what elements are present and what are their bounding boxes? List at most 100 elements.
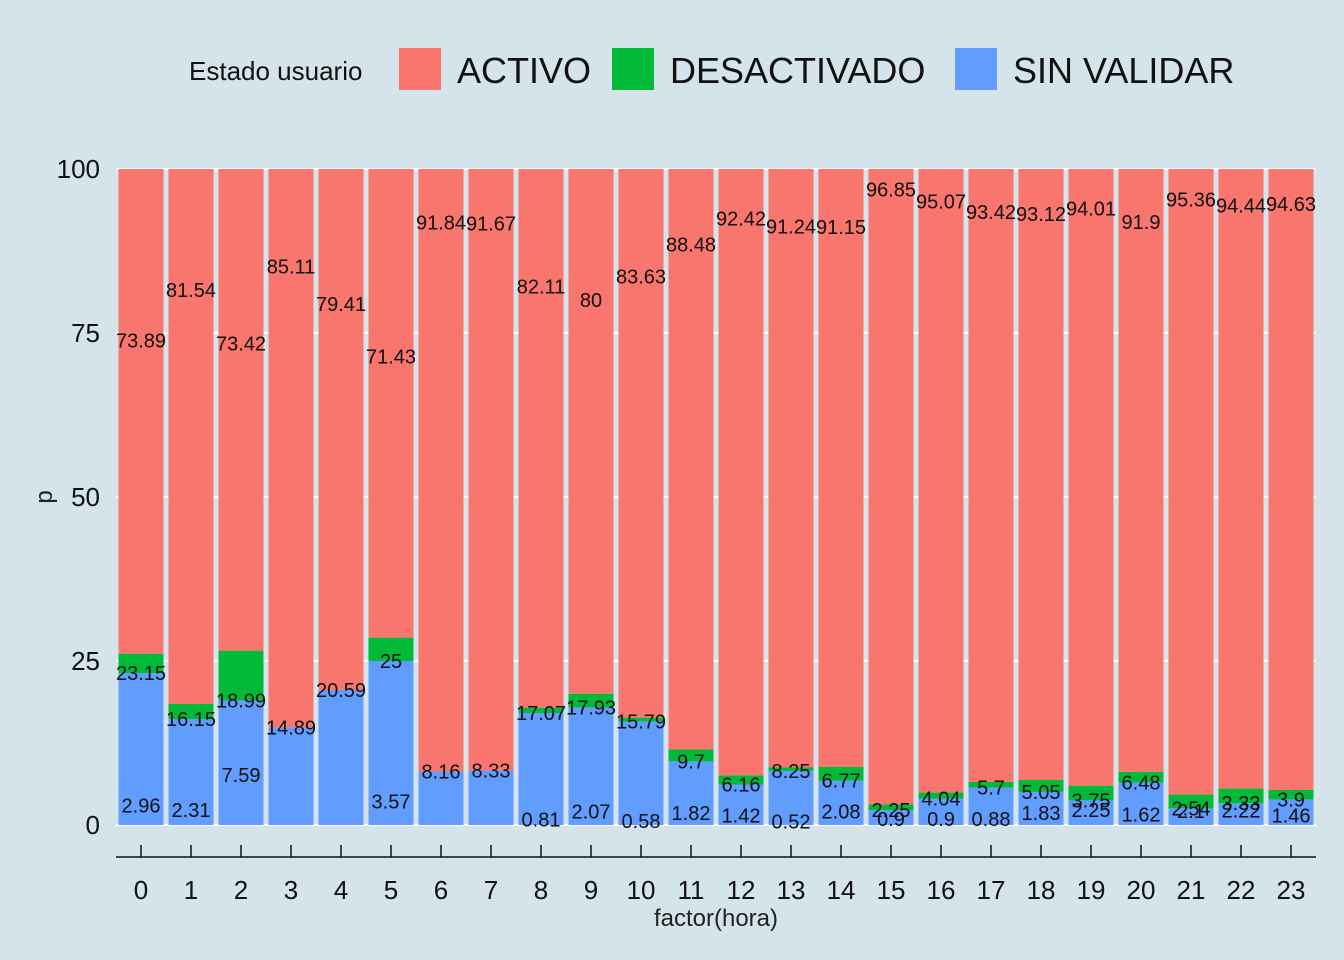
x-axis-label: factor(hora) xyxy=(654,905,778,932)
bar-segment-activo-15 xyxy=(869,169,914,804)
data-label-desactivado-23: 1.46 xyxy=(1272,805,1311,827)
bar-segment-activo-14 xyxy=(819,169,864,767)
y-tick-label: 100 xyxy=(57,154,100,184)
legend-label-activo: ACTIVO xyxy=(457,50,591,91)
x-tick-label: 21 xyxy=(1177,875,1206,905)
x-tick-label: 20 xyxy=(1127,875,1156,905)
bar-segment-activo-6 xyxy=(419,169,464,771)
y-tick-label: 75 xyxy=(71,318,100,348)
data-label-sin-validar-13: 8.25 xyxy=(772,761,811,783)
bar-segment-activo-23 xyxy=(1269,169,1314,790)
x-tick-label: 6 xyxy=(434,875,448,905)
data-label-activo-21: 95.36 xyxy=(1166,189,1216,211)
x-tick-label: 23 xyxy=(1277,875,1306,905)
data-label-activo-9: 80 xyxy=(580,290,602,312)
data-label-sin-validar-5: 25 xyxy=(380,651,402,673)
data-label-activo-23: 94.63 xyxy=(1266,194,1316,216)
bar-segment-sin-validar-10 xyxy=(619,721,664,825)
data-label-activo-10: 83.63 xyxy=(616,266,666,288)
data-label-sin-validar-18: 5.05 xyxy=(1022,782,1061,804)
data-label-desactivado-22: 2.22 xyxy=(1222,800,1261,822)
x-tick-label: 7 xyxy=(484,875,498,905)
data-label-activo-0: 73.89 xyxy=(116,330,166,352)
data-label-desactivado-5: 3.57 xyxy=(372,792,411,814)
data-label-desactivado-19: 2.25 xyxy=(1072,800,1111,822)
data-label-desactivado-15: 0.9 xyxy=(877,809,905,831)
data-label-activo-17: 93.42 xyxy=(966,202,1016,224)
data-label-sin-validar-7: 8.33 xyxy=(472,760,511,782)
legend-label-sin-validar: SIN VALIDAR xyxy=(1013,50,1234,91)
bar-segment-activo-20 xyxy=(1119,169,1164,772)
y-tick-label: 50 xyxy=(71,482,100,512)
y-axis-label: p xyxy=(31,490,58,503)
data-label-sin-validar-4: 20.59 xyxy=(316,680,366,702)
bar-segment-activo-10 xyxy=(619,169,664,718)
data-label-desactivado-17: 0.88 xyxy=(972,809,1011,831)
data-label-desactivado-16: 0.9 xyxy=(927,809,955,831)
bar-segment-sin-validar-2 xyxy=(219,700,264,825)
x-tick-label: 17 xyxy=(977,875,1006,905)
data-label-desactivado-20: 1.62 xyxy=(1122,804,1161,826)
data-label-desactivado-18: 1.83 xyxy=(1022,803,1061,825)
x-tick-label: 22 xyxy=(1227,875,1256,905)
data-label-activo-22: 94.44 xyxy=(1216,195,1266,217)
x-tick-label: 9 xyxy=(584,875,598,905)
y-tick-label: 0 xyxy=(86,810,100,840)
x-tick-label: 2 xyxy=(234,875,248,905)
x-tick-label: 3 xyxy=(284,875,298,905)
data-label-activo-4: 79.41 xyxy=(316,294,366,316)
x-tick-label: 15 xyxy=(877,875,906,905)
data-label-activo-7: 91.67 xyxy=(466,214,516,236)
x-tick-label: 0 xyxy=(134,875,148,905)
data-label-desactivado-0: 2.96 xyxy=(122,796,161,818)
x-axis: 0 1 2 3 4 5 6 7 8 9 10 11 12 13 14 15 16 17 18 19 20 21 22 23 xyxy=(116,845,1316,905)
x-tick-label: 12 xyxy=(727,875,756,905)
bar-segment-activo-16 xyxy=(919,169,964,793)
data-label-activo-3: 85.11 xyxy=(267,257,316,279)
data-label-activo-15: 96.85 xyxy=(866,180,916,202)
bar-segment-activo-4 xyxy=(319,169,364,690)
data-label-sin-validar-14: 6.77 xyxy=(822,771,861,793)
bar-segment-activo-3 xyxy=(269,169,314,727)
data-label-desactivado-2: 7.59 xyxy=(222,765,261,787)
x-tick-label: 11 xyxy=(678,875,705,905)
data-label-sin-validar-11: 9.7 xyxy=(677,751,705,773)
data-label-sin-validar-2: 18.99 xyxy=(216,690,266,712)
bar-segment-activo-9 xyxy=(569,169,614,694)
data-label-sin-validar-16: 4.04 xyxy=(922,788,961,810)
bar-segment-activo-21 xyxy=(1169,169,1214,795)
data-label-desactivado-9: 2.07 xyxy=(572,801,611,823)
x-tick-label: 8 xyxy=(534,875,548,905)
bar-segment-sin-validar-3 xyxy=(269,727,314,825)
data-label-activo-13: 91.24 xyxy=(766,216,816,238)
bar-segment-activo-18 xyxy=(1019,169,1064,780)
data-label-sin-validar-12: 6.16 xyxy=(722,775,761,797)
legend-key-activo xyxy=(399,48,441,90)
data-label-sin-validar-0: 23.15 xyxy=(116,663,166,685)
data-label-activo-14: 91.15 xyxy=(816,217,866,239)
data-label-sin-validar-17: 5.7 xyxy=(977,778,1005,800)
data-label-activo-11: 88.48 xyxy=(666,235,716,257)
legend: Estado usuario ACTIVO DESACTIVADO SIN VALID… xyxy=(189,48,1234,91)
y-axis: 0255075100 xyxy=(57,154,100,840)
x-tick-label: 16 xyxy=(927,875,956,905)
x-tick-label: 10 xyxy=(627,875,656,905)
x-tick-label: 18 xyxy=(1027,875,1056,905)
data-label-sin-validar-8: 17.07 xyxy=(516,703,566,725)
bar-segment-activo-8 xyxy=(519,169,564,708)
bar-segment-activo-12 xyxy=(719,169,764,775)
legend-key-sin-validar xyxy=(955,48,997,90)
data-label-activo-6: 91.84 xyxy=(416,213,466,235)
data-label-activo-8: 82.11 xyxy=(517,276,566,298)
data-label-activo-1: 81.54 xyxy=(166,280,216,302)
data-label-desactivado-21: 2.1 xyxy=(1177,801,1205,823)
x-tick-label: 19 xyxy=(1077,875,1106,905)
x-tick-label: 5 xyxy=(384,875,398,905)
data-label-activo-12: 92.42 xyxy=(716,209,766,231)
bar-segment-activo-2 xyxy=(219,169,264,651)
bar-segment-activo-13 xyxy=(769,169,814,768)
bar-segment-sin-validar-4 xyxy=(319,690,364,825)
data-label-desactivado-14: 2.08 xyxy=(822,801,861,823)
data-label-desactivado-12: 1.42 xyxy=(722,806,761,828)
